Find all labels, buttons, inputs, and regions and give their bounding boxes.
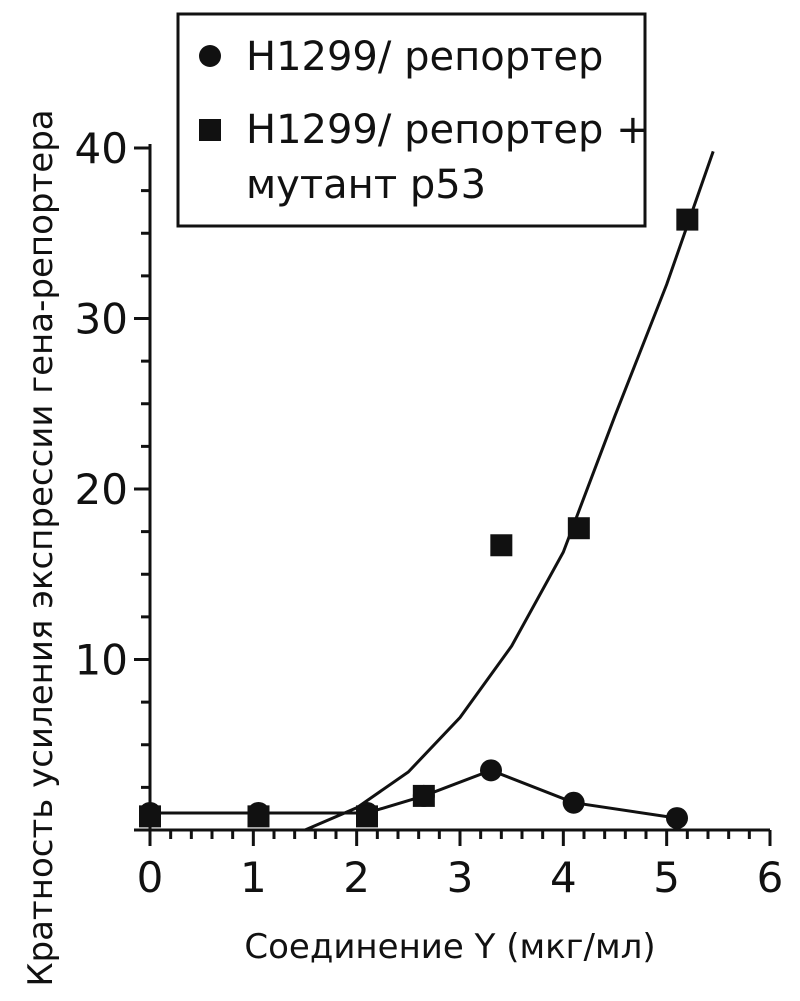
plot-area <box>139 151 713 830</box>
legend-label-1: H1299/ репортер <box>246 34 603 80</box>
x-tick-label: 1 <box>240 853 267 902</box>
legend-marker-square <box>199 119 221 141</box>
y-tick-label: 40 <box>75 124 128 173</box>
legend-label-2-line2: мутант p53 <box>246 162 486 208</box>
data-point-square <box>139 805 161 827</box>
y-tick-label: 10 <box>75 636 128 685</box>
legend-marker-circle <box>199 45 221 67</box>
x-tick-label: 4 <box>550 853 577 902</box>
x-tick-label: 5 <box>653 853 680 902</box>
data-point-circle <box>563 792 585 814</box>
y-axis-title: Кратность усиления экспрессии гена-репор… <box>21 109 61 986</box>
y-tick-label: 30 <box>75 295 128 344</box>
legend: H1299/ репортер H1299/ репортер + мутант p… <box>178 14 650 226</box>
y-tick-label: 20 <box>75 465 128 514</box>
data-point-square <box>356 805 378 827</box>
data-point-square <box>676 209 698 231</box>
data-point-square <box>248 805 270 827</box>
x-tick-label: 2 <box>343 853 370 902</box>
fit-curve-line <box>305 151 713 830</box>
x-tick-label: 3 <box>447 853 474 902</box>
legend-label-2: H1299/ репортер + <box>246 107 650 153</box>
x-tick-label: 0 <box>137 853 164 902</box>
data-point-circle <box>480 759 502 781</box>
x-tick-label: 6 <box>757 853 784 902</box>
x-axis-title: Соединение Y (мкг/мл) <box>244 927 655 967</box>
data-point-square <box>568 517 590 539</box>
data-point-square <box>413 785 435 807</box>
data-point-circle <box>666 807 688 829</box>
data-point-square <box>490 534 512 556</box>
